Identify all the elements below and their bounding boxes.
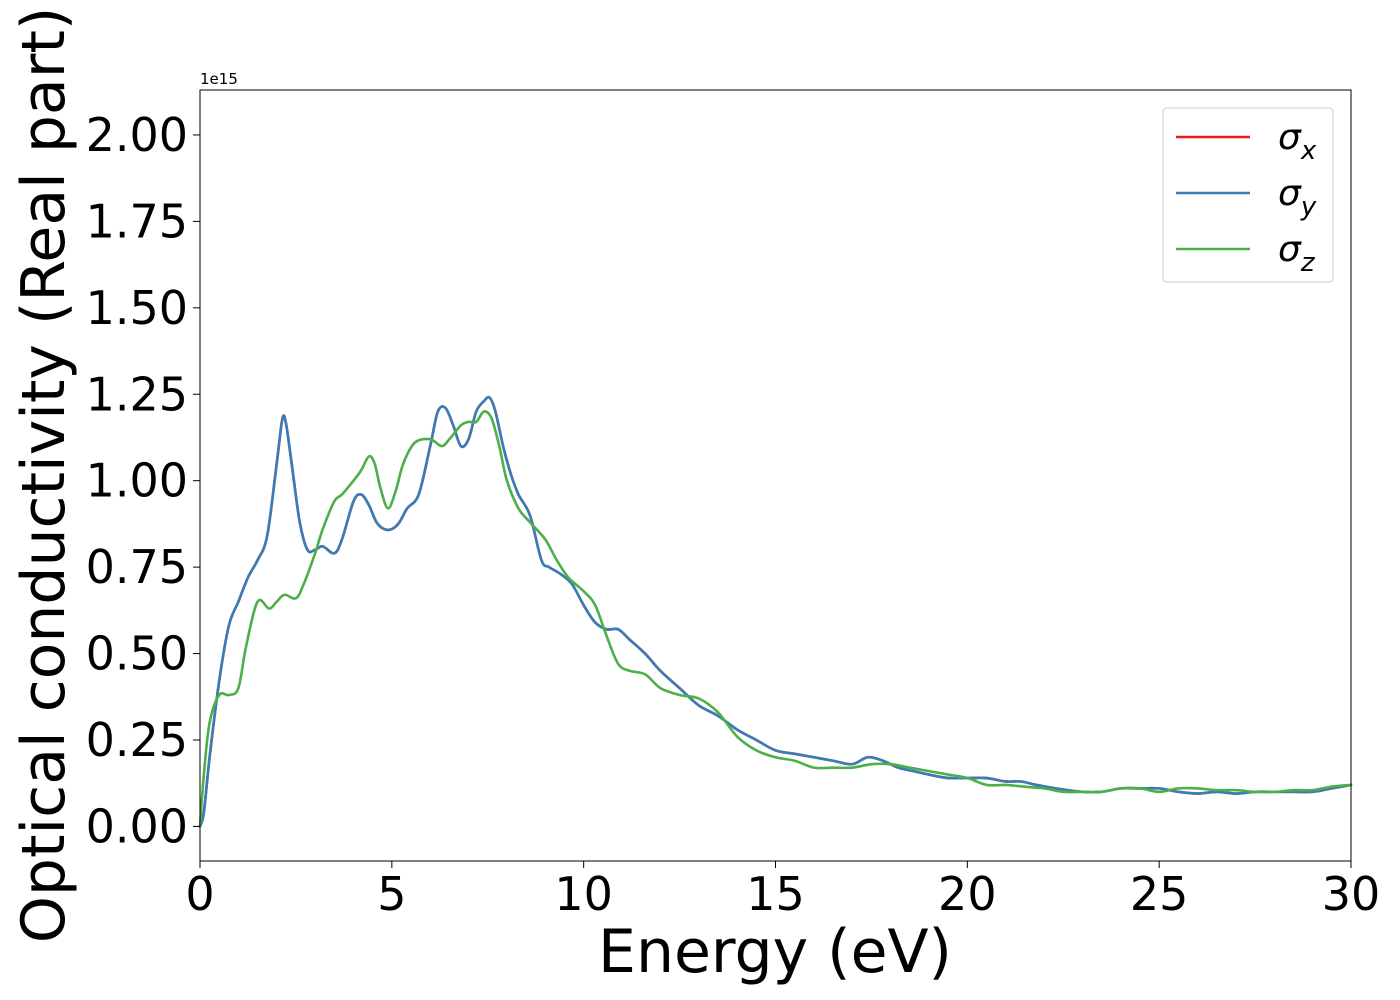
y-tick-label: 0.00 [86, 799, 188, 853]
y-tick-label: 0.75 [86, 540, 188, 594]
series-line-z [198, 410, 1353, 828]
legend-label-x: σx [1278, 117, 1317, 166]
x-tick-label: 30 [1322, 867, 1381, 921]
y-tick-label: 1.50 [86, 281, 188, 335]
x-axis-label: Energy (eV) [598, 917, 952, 987]
y-tick-label: 0.25 [86, 713, 188, 767]
legend: σx σy σz [1162, 107, 1334, 283]
x-axis: 0 5 10 15 20 25 30 [185, 861, 1380, 921]
x-tick-label: 20 [938, 867, 997, 921]
plot-lines [198, 395, 1353, 828]
y-axis-label: Optical conductivity (Real part) [9, 7, 79, 944]
x-tick-label: 10 [554, 867, 613, 921]
y-offset-text: 1e15 [200, 70, 238, 88]
x-tick-label: 5 [377, 867, 406, 921]
y-tick-label: 1.00 [86, 454, 188, 508]
x-tick-label: 15 [746, 867, 805, 921]
y-tick-label: 0.50 [86, 627, 188, 681]
legend-label-y: σy [1278, 173, 1317, 222]
y-tick-label: 2.00 [86, 108, 188, 162]
y-axis: 0.00 0.25 0.50 0.75 1.00 1.25 1.50 1.75 2.00 [86, 108, 200, 853]
legend-box [1162, 107, 1334, 283]
x-tick-label: 0 [185, 867, 214, 921]
legend-label-z: σz [1278, 229, 1316, 278]
y-tick-label: 1.75 [86, 194, 188, 248]
x-tick-label: 25 [1130, 867, 1189, 921]
series-line-y [198, 395, 1353, 828]
y-tick-label: 1.25 [86, 367, 188, 421]
